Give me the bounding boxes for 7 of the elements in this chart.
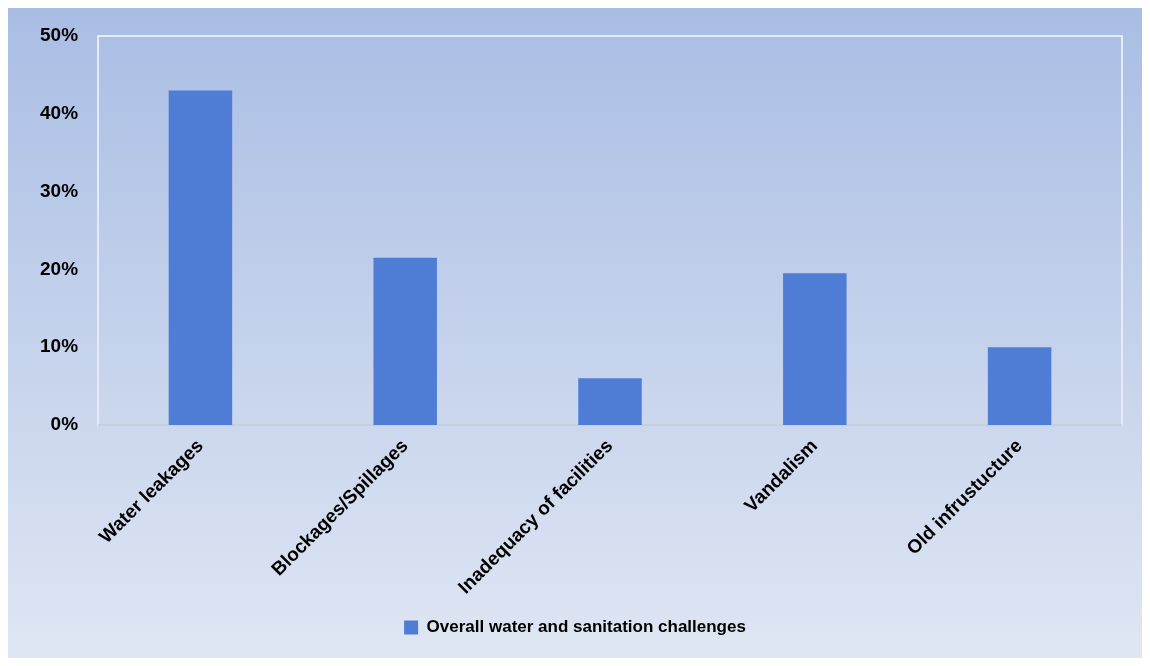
y-tick-label: 10% (40, 335, 79, 357)
y-tick-label: 50% (40, 24, 79, 46)
y-tick-label: 20% (40, 257, 79, 279)
y-tick-label: 0% (50, 413, 79, 435)
y-tick-label: 40% (40, 102, 79, 124)
legend-label: Overall water and sanitation challenges (426, 617, 746, 637)
y-tick-label: 30% (40, 179, 79, 201)
